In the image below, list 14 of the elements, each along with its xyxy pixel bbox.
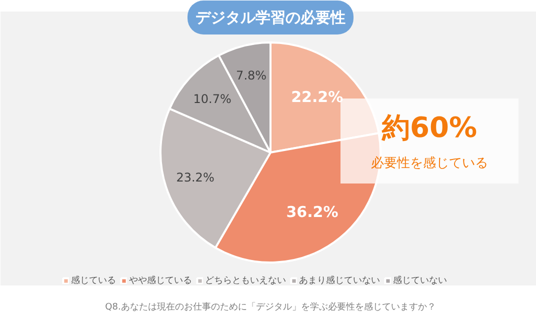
text: Q8.あなたは現在のお仕事のために「デジタル」を学ぶ必要性を感じていますか？ bbox=[105, 302, 436, 312]
legend-label: どちらともいえない bbox=[205, 275, 286, 287]
legend-label: あまり感じていない bbox=[299, 274, 380, 287]
data-label: 22.2% bbox=[291, 88, 344, 106]
data-label: 7.8% bbox=[236, 68, 267, 83]
data-label: 10.7% bbox=[193, 92, 232, 106]
chart-title: デジタル学習の必要性 bbox=[196, 8, 346, 26]
text: 必要性を感じている bbox=[371, 156, 488, 171]
data-label: 36.2% bbox=[286, 202, 338, 221]
legend-label: 感じていない bbox=[393, 274, 447, 287]
text: 約60% bbox=[380, 111, 478, 144]
legend-label: やや感じている bbox=[129, 274, 192, 287]
legend-label: 感じている bbox=[71, 274, 116, 287]
data-label: 23.2% bbox=[176, 170, 214, 184]
